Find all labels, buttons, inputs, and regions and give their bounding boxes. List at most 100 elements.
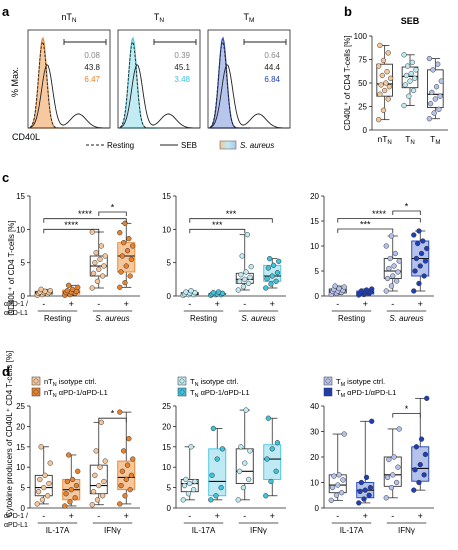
chart-title: SEB: [401, 16, 420, 26]
data-point: [416, 479, 422, 486]
data-point: [341, 431, 347, 437]
data-point: [417, 263, 423, 269]
histogram-resting-curve: [119, 40, 156, 129]
y-tick-label: 25: [16, 402, 25, 411]
treatment-sign: +: [215, 511, 220, 521]
data-point: [388, 484, 395, 491]
data-point: [406, 93, 412, 99]
y-tick-label: 15: [162, 443, 171, 452]
data-point: [126, 236, 132, 242]
gate-value-1: 43.8: [84, 63, 100, 72]
significance-label: ****: [78, 209, 93, 219]
data-point: [96, 266, 102, 272]
chart-c2: 0 5 10 15 - + - + Resting S. aureus ******: [162, 192, 286, 323]
data-point: [409, 59, 416, 65]
treatment-sign: +: [418, 299, 423, 309]
data-point: [243, 269, 249, 275]
data-point: [121, 240, 127, 246]
data-point: [333, 492, 340, 498]
data-point: [377, 91, 383, 97]
legend-resting-label: Resting: [107, 141, 134, 150]
data-point: [187, 480, 193, 487]
y-tick-label: 0: [167, 504, 172, 513]
group-label: Resting: [190, 314, 217, 323]
data-point: [367, 484, 374, 491]
y-tick-label: 0: [315, 504, 320, 513]
data-point: [383, 495, 389, 501]
group-label: IL-17A: [46, 526, 70, 535]
data-point: [122, 493, 128, 499]
data-point: [270, 262, 277, 268]
data-point: [73, 482, 80, 489]
data-point: [180, 497, 186, 503]
legend-marker: [33, 389, 39, 395]
group-label: Resting: [338, 314, 365, 323]
data-point: [340, 477, 346, 483]
data-point: [422, 451, 429, 458]
panel-c-y-label: CD40L⁺ of CD4 T-cells [%]: [7, 220, 16, 315]
data-point: [386, 265, 392, 272]
data-point: [245, 476, 252, 483]
legend-saureus-swatch: [219, 140, 237, 150]
data-point: [93, 448, 99, 454]
data-point: [424, 395, 430, 402]
data-point: [67, 499, 73, 505]
y-tick-label: 10: [16, 225, 25, 234]
data-point: [438, 78, 444, 84]
legend-label: nTN isotype ctrl.: [44, 377, 97, 388]
data-point: [410, 87, 417, 94]
panel-letter-a: a: [2, 4, 10, 19]
data-point: [93, 250, 99, 256]
treatment-sign: +: [215, 299, 220, 309]
chart-b: 0 25 50 75 100 nTN TN TM SEB CD40L⁺ of CD4 T-cell…: [343, 16, 448, 146]
data-point: [92, 260, 98, 266]
treatment-sign: -: [188, 299, 191, 309]
data-point: [416, 228, 422, 234]
data-point: [390, 472, 396, 478]
data-point: [119, 468, 126, 474]
significance-label: ****: [64, 220, 79, 230]
data-point: [413, 67, 419, 73]
histogram-saureus-peak: [209, 36, 250, 129]
group-label: S. aureus: [389, 314, 423, 323]
y-tick-label: 5: [315, 267, 320, 276]
data-point: [245, 280, 252, 286]
data-point: [118, 269, 124, 275]
data-point: [341, 284, 347, 290]
y-tick-label: 10: [310, 242, 319, 251]
row-label: αPD-1 /: [4, 513, 28, 520]
treatment-sign: -: [97, 299, 100, 309]
data-point: [432, 96, 438, 102]
data-point: [268, 281, 274, 287]
data-point: [413, 255, 420, 262]
group-label: IL-17A: [192, 526, 216, 535]
data-point: [188, 288, 194, 294]
data-point: [401, 52, 407, 58]
data-point: [396, 426, 402, 432]
box-iqr: [117, 460, 136, 491]
data-point: [431, 110, 437, 116]
data-point: [192, 478, 198, 485]
row-label: αPD-L1: [4, 310, 28, 317]
legend-marker: [325, 378, 331, 384]
data-point: [38, 444, 44, 450]
data-point: [90, 489, 97, 495]
data-point: [264, 456, 270, 462]
data-point: [47, 460, 53, 466]
data-point: [362, 487, 368, 493]
data-point: [421, 472, 427, 478]
significance-label: *: [111, 409, 115, 419]
data-point: [127, 486, 133, 493]
data-point: [42, 472, 48, 479]
data-point: [123, 263, 129, 269]
histogram-resting-curve: [29, 40, 66, 129]
legend-marker: [179, 378, 185, 384]
data-point: [391, 263, 397, 269]
gate-value-1: 44.4: [264, 63, 280, 72]
data-point: [128, 256, 135, 262]
data-point: [242, 460, 248, 466]
data-point: [276, 258, 282, 264]
data-point: [90, 270, 97, 276]
panel-letter-d: d: [2, 364, 10, 379]
